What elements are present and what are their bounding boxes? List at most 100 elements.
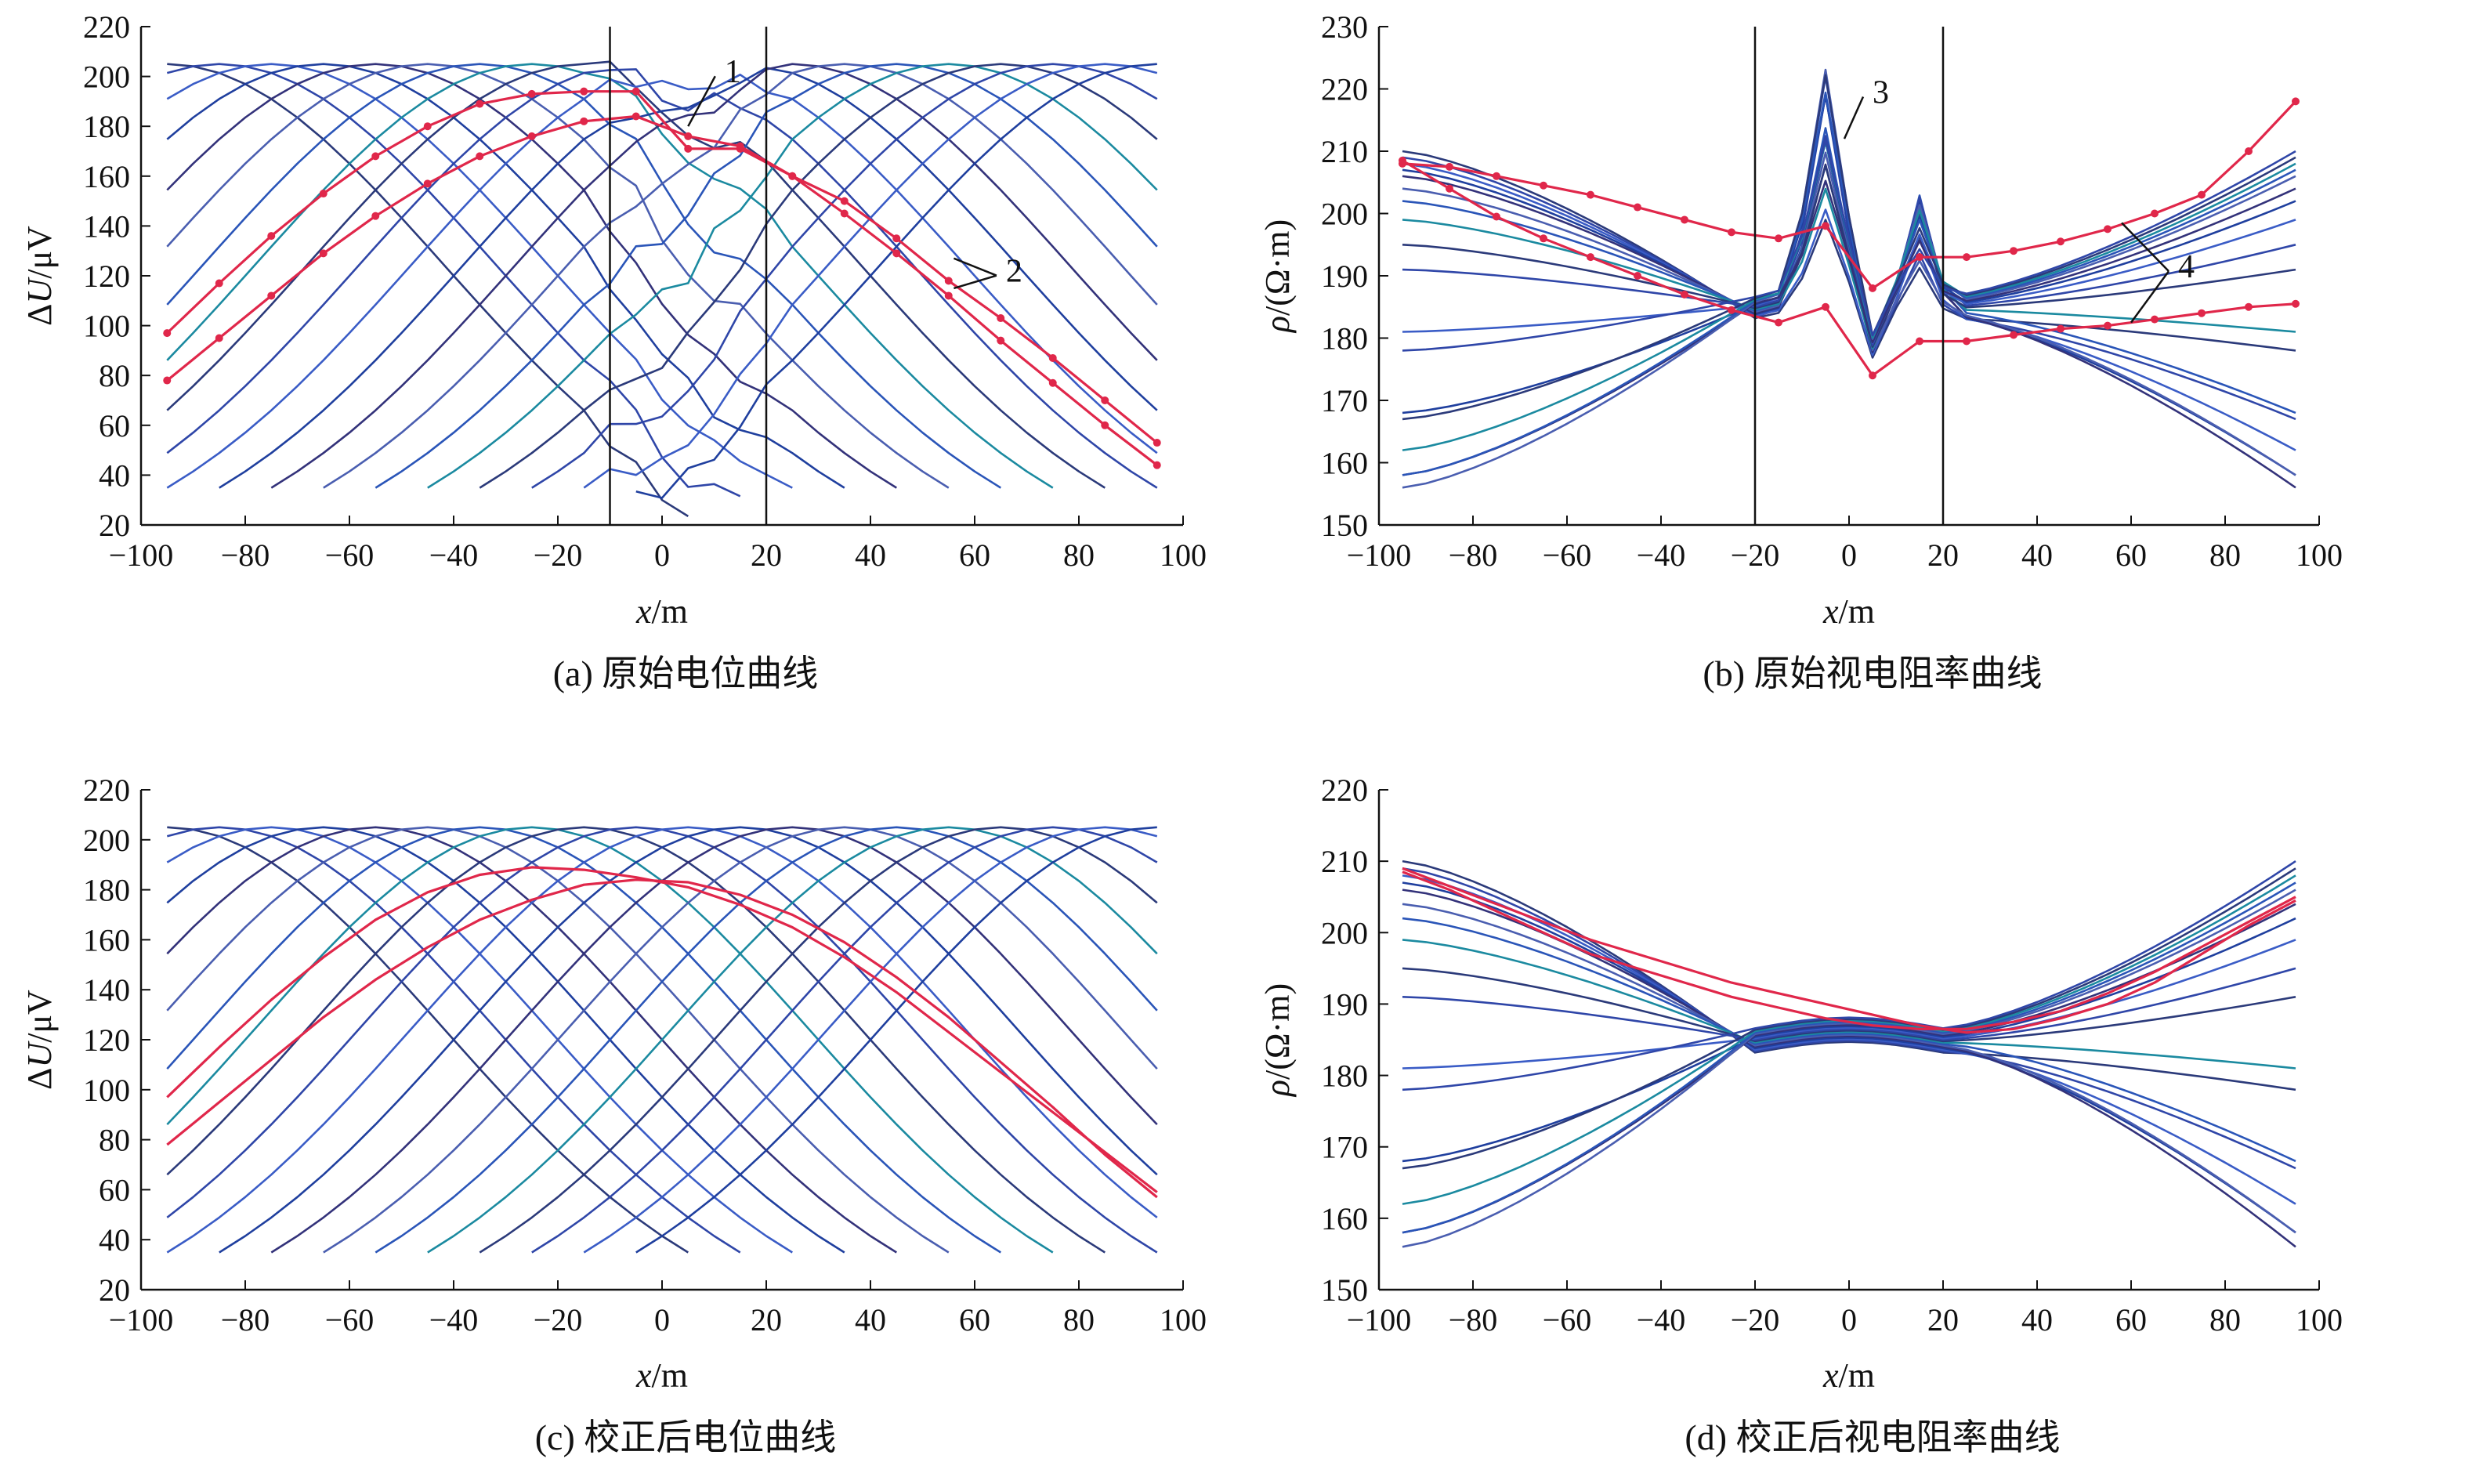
family-curve	[1402, 967, 2296, 1043]
family-curve	[1402, 881, 2296, 1234]
x-tick-label: −100	[109, 1302, 174, 1337]
y-tick-label: 220	[1321, 72, 1368, 107]
chart-b: −100 −80 −60 −40 −20 0 20 40 60 80 100 150 160 170 180…	[1258, 9, 2343, 693]
highlight-series-line	[166, 90, 1158, 444]
x-tick-label: −20	[534, 537, 583, 573]
highlight-series-point	[319, 249, 327, 258]
annotation-leader	[2121, 222, 2169, 272]
highlight-series-point	[371, 212, 380, 220]
highlight-series-point	[1728, 228, 1735, 237]
highlight-series-point	[1153, 439, 1161, 447]
y-tick-label: 220	[83, 773, 130, 808]
y-tick-label: 120	[83, 1023, 130, 1058]
highlight-series-point	[2151, 315, 2159, 324]
highlight-series-point	[527, 89, 536, 98]
highlight-series-point	[215, 334, 223, 342]
annotation-leader	[1843, 96, 1865, 139]
x-tick-label: −40	[429, 537, 479, 573]
x-tick-label: 100	[2296, 1302, 2343, 1337]
y-tick-label: 220	[83, 9, 130, 45]
highlight-series-point	[1540, 181, 1547, 190]
highlight-series-line	[1402, 100, 2297, 290]
highlight-series-point	[1493, 172, 1500, 180]
highlight-series-point	[1446, 162, 1453, 171]
x-tick-label: 40	[855, 1302, 886, 1337]
highlight-series-point	[1587, 253, 1594, 262]
x-tick-label: −20	[534, 1302, 583, 1337]
y-tick-label: 120	[83, 259, 130, 294]
x-tick-label: −80	[221, 537, 270, 573]
family-curve	[1402, 939, 2296, 1070]
y-tick-label: 60	[99, 408, 130, 443]
y-tick-label: 40	[99, 1222, 130, 1258]
x-axis-label: x/m	[1822, 1356, 1875, 1395]
highlight-series-point	[840, 197, 849, 205]
x-tick-label: −40	[429, 1302, 479, 1337]
family-curve	[1402, 162, 2296, 451]
y-axis-label: ρ/(Ω·m)	[1258, 219, 1297, 334]
highlight-series-point	[267, 291, 276, 300]
highlight-series-point	[892, 234, 901, 243]
family-curve	[323, 826, 1158, 1254]
x-tick-label: −20	[1731, 1302, 1780, 1337]
family-curve	[166, 74, 1158, 489]
family-curve	[166, 68, 1158, 489]
y-tick-label: 200	[83, 823, 130, 858]
x-tick-label: 40	[2021, 537, 2053, 573]
highlight-series-point	[476, 152, 484, 161]
family-curve	[1402, 140, 2296, 451]
x-tick-label: −100	[109, 537, 174, 573]
highlight-series-point	[1587, 190, 1594, 199]
x-tick-label: −80	[221, 1302, 270, 1337]
annotation-leader	[687, 75, 716, 127]
y-tick-label: 220	[1321, 773, 1368, 808]
x-tick-label: 20	[1927, 537, 1959, 573]
family-curve	[1402, 867, 2296, 1170]
x-tick-label: 20	[1927, 1302, 1959, 1337]
y-tick-label: 80	[99, 358, 130, 393]
highlight-series-point	[580, 117, 588, 125]
chart-d: −100 −80 −60 −40 −20 0 20 40 60 80 100 150 160 170 180…	[1258, 773, 2343, 1457]
x-tick-label: 40	[2021, 1302, 2053, 1337]
y-tick-label: 160	[1321, 446, 1368, 481]
y-tick-label: 180	[1321, 321, 1368, 357]
highlight-series-line	[166, 866, 1158, 1193]
y-tick-label: 40	[99, 458, 130, 493]
highlight-series-point	[1446, 184, 1453, 193]
y-tick-label: 160	[83, 159, 130, 194]
family-curve	[1402, 874, 2296, 1205]
x-tick-label: −20	[1731, 537, 1780, 573]
x-axis-label: x/m	[635, 592, 688, 631]
family-curve	[219, 826, 1158, 1254]
y-tick-label: 150	[1321, 1272, 1368, 1308]
family-curve	[270, 826, 1158, 1254]
highlight-series-point	[2292, 299, 2300, 308]
highlight-series-point	[2104, 225, 2112, 233]
highlight-series-point	[2057, 237, 2065, 246]
x-tick-label: 100	[1160, 537, 1207, 573]
highlight-series-point	[944, 291, 953, 300]
annotation-leader	[2130, 270, 2170, 324]
highlight-series-point	[944, 277, 953, 285]
highlight-series-point	[1101, 421, 1109, 429]
highlight-series-line	[1402, 159, 2296, 377]
family-curve	[479, 63, 1158, 489]
family-curve	[1402, 150, 2296, 359]
plot-area	[1399, 68, 2300, 489]
annotation-label: 3	[1873, 74, 1889, 110]
y-tick-label: 140	[83, 208, 130, 244]
highlight-series-point	[1634, 272, 1641, 280]
family-curve	[1402, 967, 2296, 1041]
y-axis-label: ΔU/μV	[20, 226, 59, 326]
y-tick-label: 200	[1321, 197, 1368, 232]
y-tick-label: 160	[1321, 1201, 1368, 1236]
family-curve	[531, 63, 1158, 489]
x-tick-label: −80	[1449, 1302, 1498, 1337]
family-curve	[1402, 91, 2296, 476]
y-tick-label: 230	[1321, 9, 1368, 45]
family-curve	[270, 63, 1158, 489]
highlight-series-point	[163, 376, 172, 385]
chart-caption: (a) 原始电位曲线	[553, 653, 819, 693]
highlight-series-point	[2151, 209, 2159, 218]
